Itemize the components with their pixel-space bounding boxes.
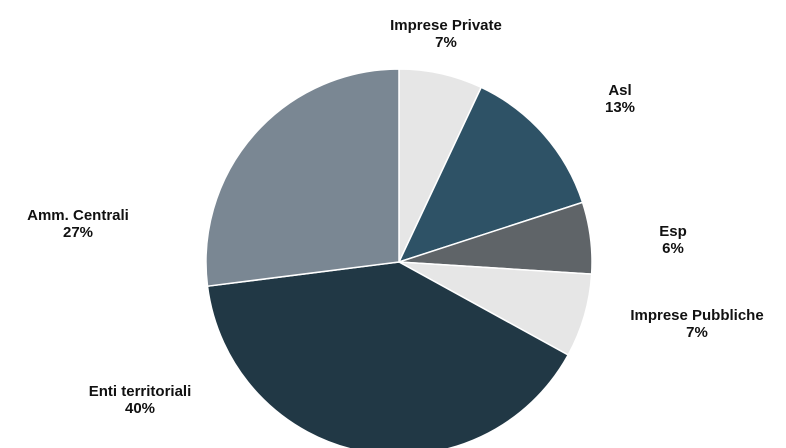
slice-value-label: 7% bbox=[435, 34, 457, 51]
slice-value-label: 7% bbox=[686, 324, 708, 341]
pie-slice bbox=[397, 86, 584, 264]
slice-label: Amm. Centrali bbox=[27, 207, 129, 224]
slice-label: Imprese Private bbox=[390, 17, 502, 34]
slice-label: Asl bbox=[608, 82, 631, 99]
slice-label: Enti territoriali bbox=[89, 383, 192, 400]
slice-value-label: 6% bbox=[662, 240, 684, 257]
slice-value-label: 27% bbox=[63, 224, 93, 241]
pie-slice bbox=[206, 261, 570, 448]
pie-slice bbox=[205, 68, 400, 288]
slice-value-label: 13% bbox=[605, 99, 635, 116]
slice-label: Imprese Pubbliche bbox=[630, 307, 763, 324]
slice-label: Esp bbox=[659, 223, 687, 240]
slice-value-label: 40% bbox=[125, 400, 155, 417]
